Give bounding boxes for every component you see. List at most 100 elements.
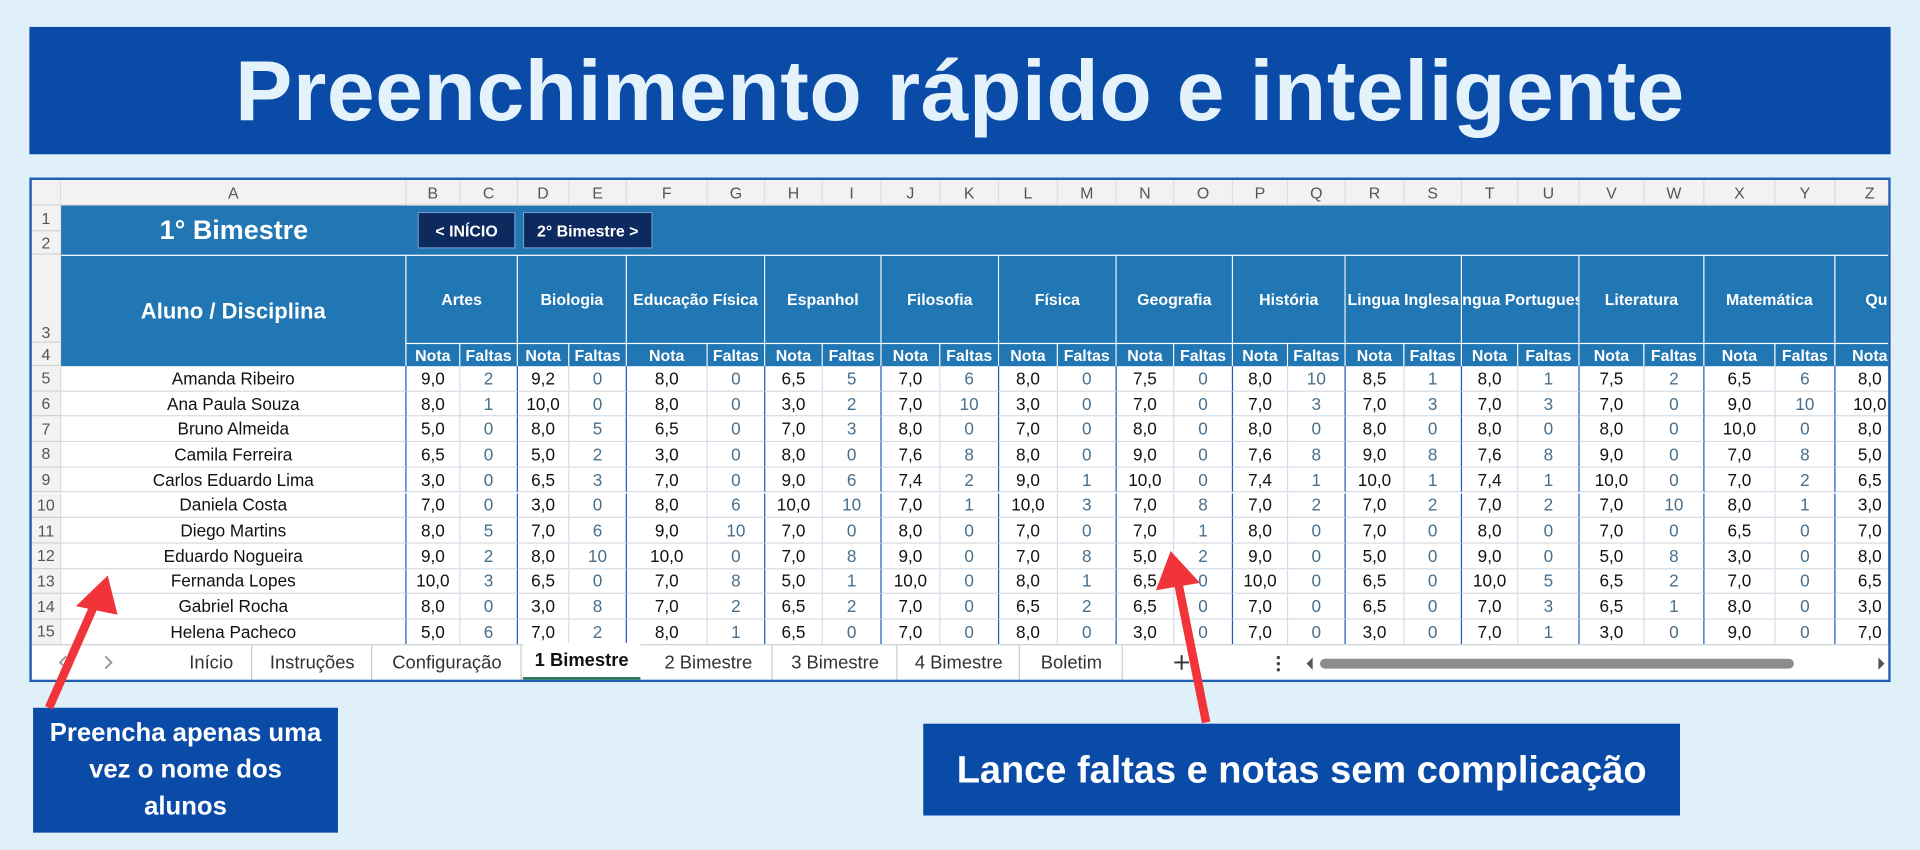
hscroll-right[interactable] <box>1878 657 1885 670</box>
row-number: 13 <box>31 568 62 595</box>
grade-cell: 8,0 <box>1835 366 1889 392</box>
callout-right: Lance faltas e notas sem complicação <box>923 723 1680 816</box>
column-letter: W <box>1644 180 1705 206</box>
absence-cell: 3 <box>822 416 882 443</box>
hscroll-thumb[interactable] <box>1320 658 1794 669</box>
absence-cell: 3 <box>1518 594 1580 620</box>
absence-cell: 1 <box>822 568 882 595</box>
grade-cell: 6,5 <box>1835 569 1889 595</box>
column-letter: F <box>626 180 708 206</box>
hscroll-left[interactable] <box>1306 657 1313 670</box>
absence-cell: 8 <box>569 594 627 620</box>
column-letter: L <box>999 180 1058 206</box>
absence-cell: 5 <box>822 366 882 392</box>
absence-cell: 10 <box>940 391 1000 417</box>
sheet-tab[interactable]: Boletim <box>1021 645 1123 680</box>
menu-dot <box>1276 661 1281 666</box>
absence-cell: 3 <box>569 467 627 493</box>
grade-cell: 5,0 <box>517 442 570 468</box>
absence-cell: 1 <box>1404 366 1463 392</box>
grade-cell: 8,0 <box>1835 544 1889 569</box>
grade-cell: 6,5 <box>1345 594 1405 620</box>
student-name: Bruno Almeida <box>61 416 407 443</box>
column-letter: Z <box>1835 180 1889 206</box>
grade-cell: 8,0 <box>881 518 941 544</box>
absence-cell: 0 <box>1174 416 1234 443</box>
grade-cell: 3,0 <box>1704 543 1776 569</box>
grade-cell: 8,0 <box>406 594 461 620</box>
absence-cell: 0 <box>940 518 1000 544</box>
sheet-tab[interactable]: Início <box>171 645 253 680</box>
grade-cell: 7,0 <box>881 594 941 620</box>
absence-cell: 0 <box>1288 416 1346 443</box>
corner <box>31 180 62 206</box>
absence-cell: 6 <box>940 366 1000 392</box>
sheet-tab[interactable]: 3 Bimestre <box>774 645 898 680</box>
subject-header: Geografia <box>1116 254 1234 343</box>
sheet-tab[interactable]: 1 Bimestre <box>522 642 641 680</box>
absence-cell: 0 <box>569 366 627 392</box>
callout-left: Preencha apenas uma vez o nome dos aluno… <box>33 707 338 833</box>
absence-cell: 1 <box>1288 467 1346 493</box>
absence-cell: 2 <box>1644 366 1705 392</box>
sheet-tab[interactable]: Instruções <box>253 645 373 680</box>
column-letter: X <box>1704 180 1776 206</box>
row-number: 4 <box>31 342 62 367</box>
add-sheet[interactable] <box>1174 655 1189 670</box>
subject-header: Biologia <box>517 254 627 343</box>
row-number: 8 <box>31 442 62 468</box>
absence-cell: 3 <box>1288 391 1346 417</box>
absence-cell: 1 <box>1775 492 1836 519</box>
absence-cell: 0 <box>707 366 766 392</box>
grade-cell: 9,0 <box>1116 442 1175 468</box>
absence-cell: 2 <box>1518 492 1580 519</box>
tab-bar-icons <box>58 655 1885 672</box>
arrow-shaft <box>45 600 100 710</box>
student-name: Diego Martins <box>61 518 407 544</box>
absence-cell: 0 <box>569 391 627 417</box>
subject-header: Lingua Inglesa <box>1345 254 1463 343</box>
grade-cell: 7,0 <box>1116 391 1175 417</box>
sheet-tab[interactable]: 2 Bimestre <box>645 645 773 680</box>
column-letter: R <box>1345 180 1405 206</box>
absence-cell: 2 <box>822 391 882 417</box>
grade-cell: 7,0 <box>881 492 941 519</box>
absence-cell: 0 <box>1404 543 1463 569</box>
subheader: Faltas <box>1518 342 1580 367</box>
absence-cell: 0 <box>569 568 627 595</box>
subheader: Faltas <box>460 342 518 367</box>
grade-cell: 9,2 <box>517 366 570 392</box>
absence-cell: 2 <box>1174 543 1234 569</box>
grade-cell: 7,0 <box>765 416 823 443</box>
absence-cell: 0 <box>1057 391 1117 417</box>
absence-cell: 6 <box>569 518 627 544</box>
grade-cell: 10,0 <box>1462 568 1519 595</box>
grade-cell: 7,4 <box>1462 467 1519 493</box>
absence-cell: 0 <box>940 543 1000 569</box>
absence-cell: 0 <box>1174 442 1234 468</box>
nav-button[interactable]: < INÍCIO <box>417 211 516 249</box>
subject-header: História <box>1233 254 1346 343</box>
absence-cell: 2 <box>940 467 1000 493</box>
column-letter: J <box>881 180 941 206</box>
grade-cell: 7,6 <box>1462 442 1519 468</box>
nav-button[interactable]: 2° Bimestre > <box>522 211 653 249</box>
absence-cell: 1 <box>940 492 1000 519</box>
absence-cell: 0 <box>1518 416 1580 443</box>
absence-cell: 0 <box>707 391 766 417</box>
row-number: 6 <box>31 391 62 417</box>
grade-cell: 7,0 <box>881 366 941 392</box>
title-banner: Preenchimento rápido e inteligente <box>29 26 1891 155</box>
sheet-tab[interactable]: 4 Bimestre <box>899 645 1020 680</box>
column-letter: B <box>406 180 461 206</box>
column-letter: A <box>61 180 407 206</box>
absence-cell: 1 <box>1644 594 1705 620</box>
scroll-right[interactable] <box>104 655 113 670</box>
grade-cell: 3,0 <box>1835 594 1889 620</box>
absence-cell: 0 <box>1174 568 1234 595</box>
absence-cell: 0 <box>707 543 766 569</box>
absence-cell: 8 <box>1644 543 1705 569</box>
sheet-tab[interactable]: Configuração <box>373 645 522 680</box>
